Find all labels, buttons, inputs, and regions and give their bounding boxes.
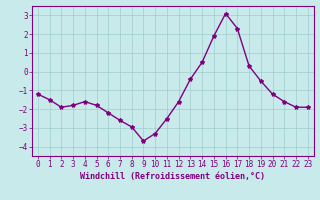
X-axis label: Windchill (Refroidissement éolien,°C): Windchill (Refroidissement éolien,°C) bbox=[80, 172, 265, 181]
